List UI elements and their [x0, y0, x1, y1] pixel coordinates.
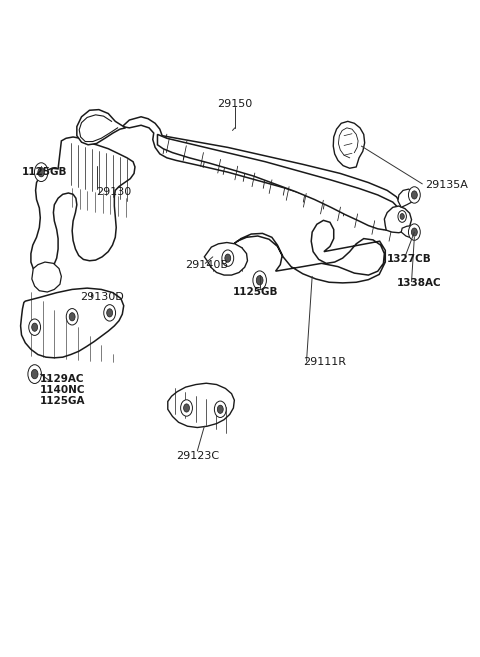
- Text: 1327CB: 1327CB: [387, 254, 432, 265]
- Circle shape: [69, 313, 75, 321]
- Polygon shape: [32, 262, 61, 292]
- Polygon shape: [398, 189, 415, 208]
- Polygon shape: [122, 117, 401, 221]
- Circle shape: [398, 211, 407, 222]
- Circle shape: [222, 250, 234, 266]
- Text: 29140B: 29140B: [186, 260, 228, 269]
- Text: 29111R: 29111R: [303, 357, 346, 367]
- Text: 1125GB: 1125GB: [22, 167, 67, 177]
- Polygon shape: [230, 220, 385, 283]
- Circle shape: [31, 369, 38, 379]
- Text: 1140NC: 1140NC: [40, 386, 86, 396]
- Text: 1125GA: 1125GA: [40, 396, 86, 407]
- Circle shape: [29, 319, 41, 336]
- Text: 29135A: 29135A: [425, 180, 468, 190]
- Text: 1129AC: 1129AC: [40, 374, 85, 384]
- Polygon shape: [31, 137, 135, 273]
- Circle shape: [104, 305, 116, 321]
- Text: 1338AC: 1338AC: [396, 278, 441, 288]
- Circle shape: [256, 275, 263, 285]
- Circle shape: [107, 309, 113, 317]
- Circle shape: [408, 224, 420, 240]
- Text: 29130D: 29130D: [80, 292, 124, 302]
- Circle shape: [400, 214, 404, 219]
- Circle shape: [217, 405, 223, 413]
- Polygon shape: [21, 288, 124, 358]
- Circle shape: [66, 309, 78, 325]
- Circle shape: [28, 365, 41, 384]
- Circle shape: [408, 187, 420, 203]
- Circle shape: [35, 163, 48, 181]
- Polygon shape: [384, 206, 411, 233]
- Text: 29123C: 29123C: [176, 451, 219, 461]
- Circle shape: [38, 168, 45, 177]
- Text: 1125GB: 1125GB: [232, 287, 278, 297]
- Circle shape: [253, 271, 266, 290]
- Polygon shape: [168, 383, 234, 428]
- Text: 29150: 29150: [217, 99, 252, 109]
- Polygon shape: [157, 135, 402, 230]
- Circle shape: [180, 399, 192, 416]
- Polygon shape: [77, 110, 126, 145]
- Circle shape: [225, 254, 231, 262]
- Circle shape: [411, 228, 417, 236]
- Polygon shape: [401, 225, 418, 238]
- Text: 29130: 29130: [96, 187, 132, 196]
- Circle shape: [411, 191, 417, 199]
- Circle shape: [32, 323, 37, 331]
- Polygon shape: [333, 122, 365, 168]
- Circle shape: [215, 401, 226, 417]
- Circle shape: [183, 404, 190, 412]
- Polygon shape: [204, 242, 248, 275]
